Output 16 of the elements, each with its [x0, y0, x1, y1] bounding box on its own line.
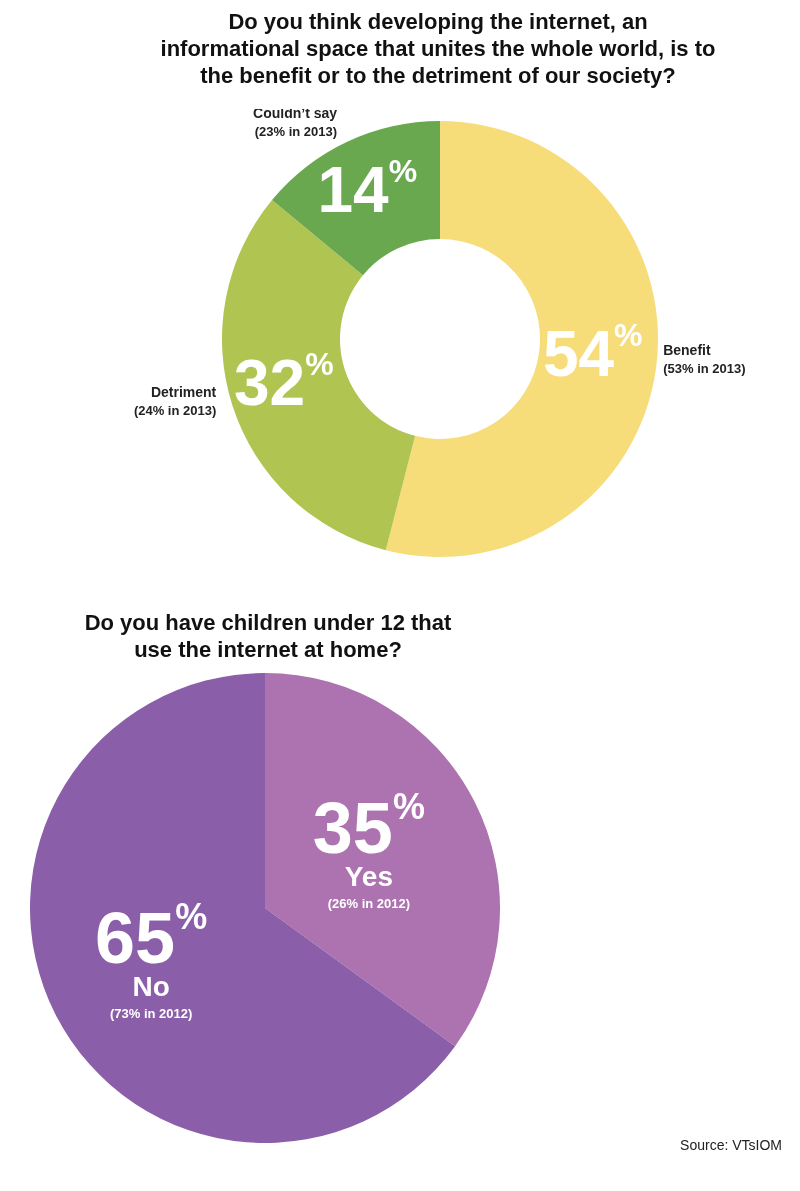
- text: (24% in 2013): [133, 403, 217, 419]
- data-label: 14$^{%}$: [317, 152, 418, 227]
- chart-title: Do you have children under 12 that use the internet at home?: [83, 609, 453, 663]
- text: (73% in 2012): [109, 1006, 193, 1022]
- source-note: Source: VTsIOM: [680, 1137, 782, 1153]
- pie-slice: [265, 673, 500, 1047]
- text: (26% in 2012): [327, 895, 411, 911]
- slice-label: Benefit: [663, 341, 711, 358]
- text: (23% in 2013): [254, 123, 338, 139]
- pie-slice: [30, 673, 456, 1143]
- chart-title: Do you think developing the internet, an informational space that unites the whole world, is to the benefit or to the detriment of our society?: [160, 9, 716, 88]
- text: (53% in 2013): [663, 360, 746, 376]
- slice-label: Detriment: [150, 384, 217, 401]
- slice-label: No: [132, 971, 170, 1003]
- data-label: 32$^{%}$: [233, 345, 334, 420]
- data-label: 54$^{%}$: [542, 316, 643, 390]
